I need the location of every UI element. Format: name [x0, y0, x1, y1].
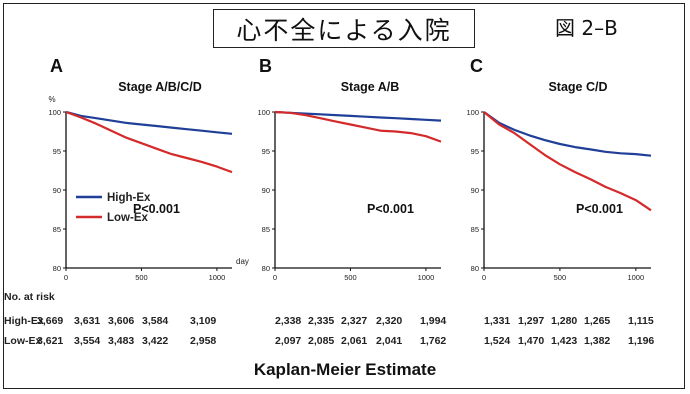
at-risk-cell: 2,061: [341, 335, 368, 347]
series-line-low-ex: [65, 110, 233, 174]
y-tick-label: 80: [53, 264, 61, 273]
at-risk-cell: 1,762: [420, 335, 447, 347]
y-tick-label: 95: [53, 147, 61, 156]
panel-title: Stage A/B/C/D: [118, 80, 202, 94]
panel-letter: C: [470, 56, 483, 76]
at-risk-cell: 1,524: [484, 335, 511, 347]
p-value-annotation: P<0.001: [133, 202, 180, 216]
at-risk-cell: 3,584: [142, 315, 169, 327]
y-tick-label: 90: [471, 186, 479, 195]
x-tick-label: 1000: [627, 273, 644, 282]
at-risk-cell: 3,631: [74, 315, 101, 327]
panel-title: Stage A/B: [341, 80, 400, 94]
x-tick-label: 0: [64, 273, 68, 282]
panel-title: Stage C/D: [548, 80, 607, 94]
x-tick-label: 0: [273, 273, 277, 282]
at-risk-cell: 2,320: [376, 315, 403, 327]
at-risk-cell: 2,097: [275, 335, 302, 347]
at-risk-label: No. at risk: [4, 291, 55, 303]
x-tick-label: 1000: [418, 273, 435, 282]
y-tick-label: 95: [262, 147, 270, 156]
panel-letter: B: [259, 56, 272, 76]
at-risk-cell: 2,085: [308, 335, 335, 347]
at-risk-cell: 3,483: [108, 335, 135, 347]
y-axis-label: %: [48, 95, 55, 104]
y-tick-label: 85: [262, 225, 270, 234]
y-tick-label: 100: [257, 108, 270, 117]
figure-frame: [3, 3, 685, 389]
y-tick-label: 90: [262, 186, 270, 195]
y-tick-label: 95: [471, 147, 479, 156]
x-tick-label: 500: [344, 273, 357, 282]
at-risk-cell: 1,994: [420, 315, 447, 327]
series-line-high-ex: [483, 111, 652, 157]
x-tick-label: 500: [554, 273, 567, 282]
at-risk-cell: 1,115: [628, 315, 654, 327]
y-tick-label: 80: [471, 264, 479, 273]
series-line-high-ex: [65, 110, 233, 135]
at-risk-cell: 1,470: [518, 335, 545, 347]
at-risk-cell: 3,621: [37, 335, 64, 347]
legend-label: Low-Ex: [107, 212, 148, 224]
at-risk-cell: 2,041: [376, 335, 403, 347]
series-line-high-ex: [274, 110, 442, 122]
at-risk-row-label: Low-Ex: [4, 335, 42, 347]
at-risk-cell: 2,958: [190, 335, 217, 347]
at-risk-cell: 1,331: [484, 315, 511, 327]
y-tick-label: 85: [53, 225, 61, 234]
at-risk-cell: 3,606: [108, 315, 135, 327]
at-risk-cell: 2,335: [308, 315, 335, 327]
at-risk-row-label: High-Ex: [4, 315, 44, 327]
y-tick-label: 80: [262, 264, 270, 273]
at-risk-cell: 3,554: [74, 335, 101, 347]
at-risk-cell: 2,327: [341, 315, 368, 327]
panel-letter: A: [50, 56, 63, 76]
at-risk-cell: 3,422: [142, 335, 169, 347]
y-tick-label: 100: [466, 108, 479, 117]
x-axis-label: day: [236, 257, 249, 266]
x-tick-label: 500: [135, 273, 148, 282]
series-line-low-ex: [483, 111, 652, 212]
p-value-annotation: P<0.001: [367, 202, 414, 216]
at-risk-cell: 1,382: [584, 335, 611, 347]
at-risk-cell: 1,423: [551, 335, 578, 347]
x-tick-label: 0: [482, 273, 486, 282]
p-value-annotation: P<0.001: [576, 202, 623, 216]
y-tick-label: 90: [53, 186, 61, 195]
y-tick-label: 100: [48, 108, 61, 117]
at-risk-cell: 2,338: [275, 315, 302, 327]
at-risk-cell: 1,265: [584, 315, 611, 327]
legend-label: High-Ex: [107, 192, 151, 204]
at-risk-cell: 1,196: [628, 335, 655, 347]
caption: Kaplan-Meier Estimate: [253, 360, 437, 379]
figure-label: 図 2–B: [555, 16, 618, 40]
at-risk-cell: 1,280: [551, 315, 578, 327]
at-risk-cell: 1,297: [518, 315, 545, 327]
y-tick-label: 85: [471, 225, 479, 234]
series-line-low-ex: [274, 110, 442, 143]
page-title: 心不全による入院: [213, 9, 475, 48]
at-risk-cell: 3,669: [37, 315, 64, 327]
x-tick-label: 1000: [209, 273, 226, 282]
at-risk-cell: 3,109: [190, 315, 217, 327]
